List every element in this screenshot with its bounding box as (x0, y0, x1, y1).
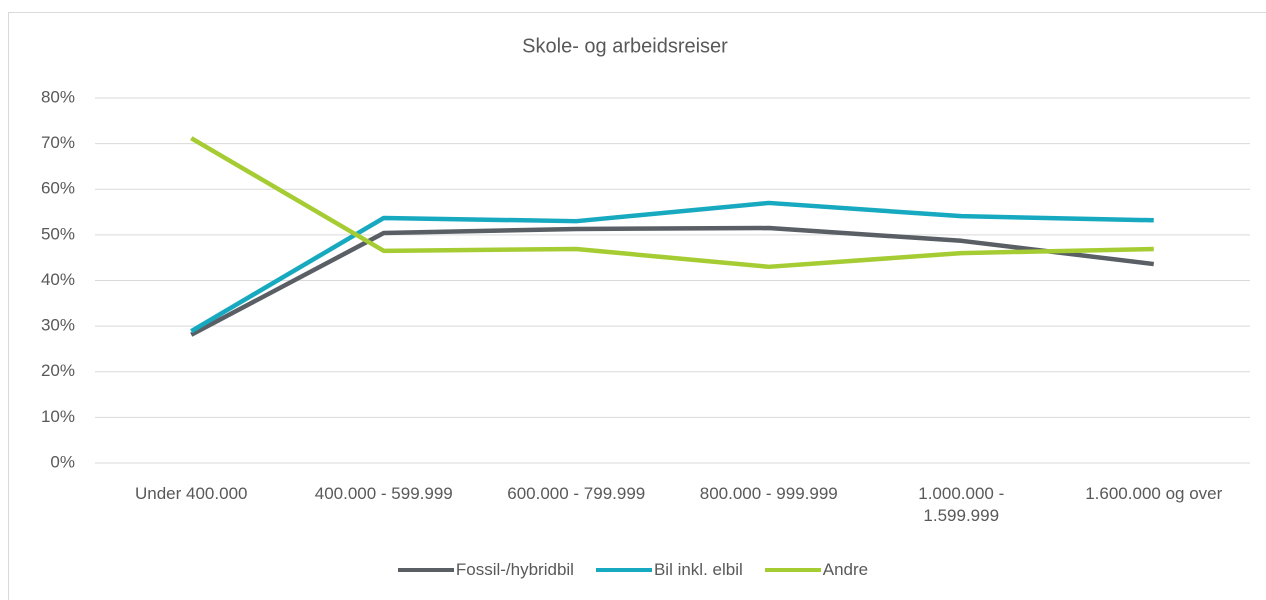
x-tick-label: Under 400.000 (135, 484, 248, 503)
legend-item: Fossil-/hybridbil (397, 560, 574, 580)
y-tick-label: 30% (41, 316, 75, 335)
x-tick-label: 600.000 - 799.999 (507, 484, 646, 503)
x-tick-label: 1.600.000 og over (1085, 484, 1223, 503)
legend-label: Fossil-/hybridbil (455, 560, 574, 579)
chart-title: Skole- og arbeidsreiser (522, 35, 728, 57)
legend-label: Andre (822, 560, 869, 579)
y-tick-label: 10% (41, 407, 75, 426)
series-line (190, 200, 1154, 334)
legend-swatch (764, 568, 821, 572)
legend-swatch (397, 568, 454, 572)
y-tick-label: 40% (41, 270, 75, 289)
legend-item: Andre (764, 560, 869, 580)
x-tick-label: 400.000 - 599.999 (314, 484, 453, 503)
x-tick-label: 1.000.000 - 1.599.999 (918, 484, 1005, 525)
x-tick-label: 800.000 - 999.999 (699, 484, 838, 503)
series-line (190, 136, 1154, 270)
y-tick-label: 80% (41, 87, 75, 106)
y-tick-label: 70% (41, 133, 75, 152)
y-tick-label: 0% (50, 452, 75, 471)
legend-swatch (595, 568, 652, 572)
y-tick-label: 50% (41, 224, 75, 243)
chart-border (8, 12, 1266, 600)
legend: Fossil-/hybridbil Bil inkl. elbil Andre (0, 560, 1266, 580)
y-tick-label: 20% (41, 361, 75, 380)
legend-item: Bil inkl. elbil (595, 560, 743, 580)
series-line (190, 225, 1155, 337)
y-tick-label: 60% (41, 179, 75, 198)
legend-label: Bil inkl. elbil (653, 560, 743, 579)
